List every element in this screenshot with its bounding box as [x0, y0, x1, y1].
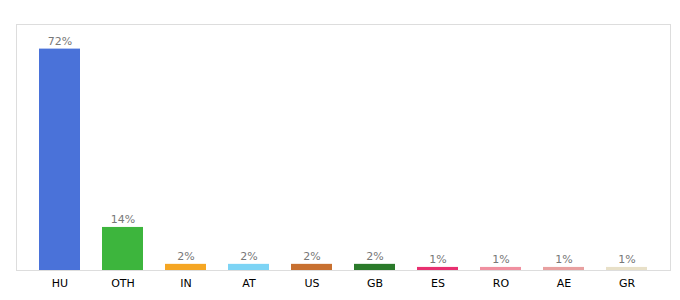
svg-text:2%: 2%: [303, 250, 320, 263]
svg-text:OTH: OTH: [111, 277, 135, 290]
svg-text:HU: HU: [52, 277, 68, 290]
svg-text:GB: GB: [367, 277, 383, 290]
svg-text:ES: ES: [431, 277, 445, 290]
svg-text:IN: IN: [180, 277, 191, 290]
svg-text:RO: RO: [493, 277, 510, 290]
svg-text:GR: GR: [619, 277, 636, 290]
svg-text:US: US: [304, 277, 319, 290]
svg-text:72%: 72%: [48, 35, 72, 48]
svg-text:2%: 2%: [366, 250, 383, 263]
svg-text:1%: 1%: [492, 253, 509, 266]
svg-text:AT: AT: [242, 277, 256, 290]
svg-text:2%: 2%: [240, 250, 257, 263]
svg-text:2%: 2%: [177, 250, 194, 263]
svg-text:1%: 1%: [618, 253, 635, 266]
svg-text:14%: 14%: [111, 213, 135, 226]
svg-text:1%: 1%: [429, 253, 446, 266]
svg-text:AE: AE: [557, 277, 572, 290]
svg-text:1%: 1%: [555, 253, 572, 266]
